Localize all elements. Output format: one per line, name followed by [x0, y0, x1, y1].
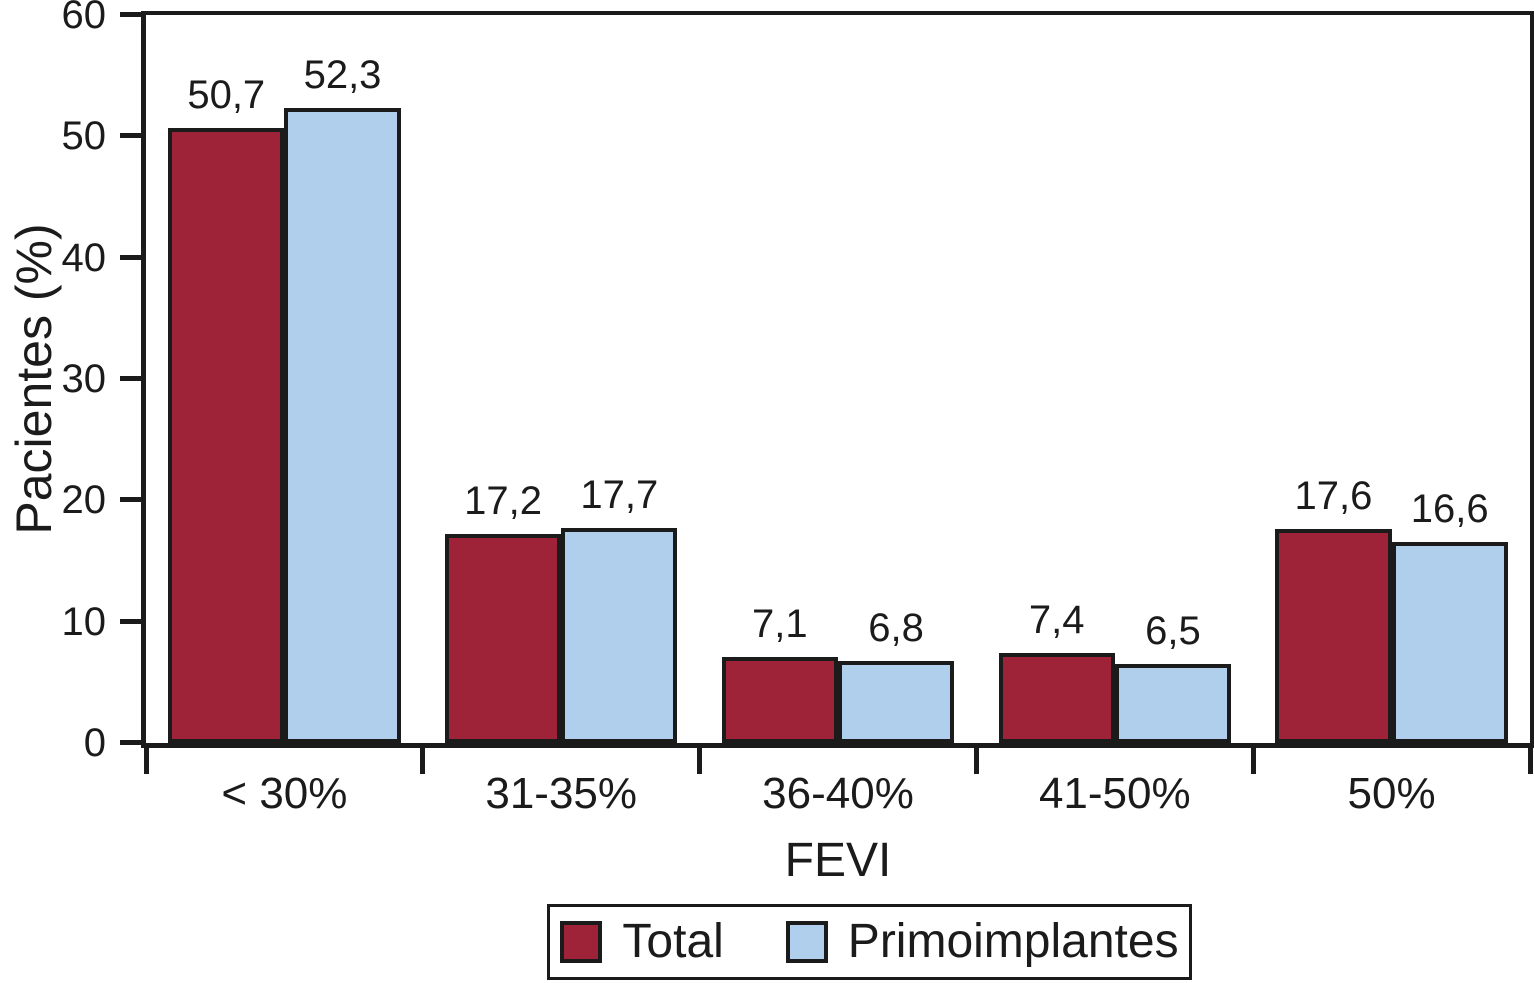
bar-value-label: 17,7	[580, 473, 659, 518]
category-slot: 7,4 6,5 41-50%	[976, 15, 1253, 818]
bar-total-5	[1275, 529, 1392, 743]
x-boundary-tick	[973, 748, 979, 774]
y-tick-label: 20	[61, 478, 107, 523]
bar-primoimplantes-5	[1391, 541, 1508, 743]
y-axis-line	[141, 11, 146, 748]
category-slot: 17,2 17,7 31-35%	[423, 15, 700, 818]
y-tick-label: 50	[61, 114, 107, 159]
x-boundary-tick	[143, 748, 149, 774]
legend-swatch-total	[560, 921, 603, 963]
category-slot: 7,1 6,8 36-40%	[700, 15, 977, 818]
plot-area: 0 10 20 30 40 50 60 50,7 52,3 < 30% 17,2 17,7 31-35%…	[62, 0, 1534, 818]
legend-item-primoimplantes: Primoimplantes	[785, 915, 1179, 968]
x-axis-title: FEVI	[784, 834, 892, 887]
bar-primoimplantes-2	[561, 528, 678, 743]
bar-primoimplantes-4	[1114, 664, 1232, 743]
category-slot: 17,6 16,6 50%	[1253, 15, 1530, 818]
y-tick	[120, 376, 141, 381]
bar-value-label: 7,1	[752, 601, 808, 646]
x-category-label: 41-50%	[1038, 769, 1191, 818]
x-axis-line	[141, 743, 1534, 748]
y-tick-label: 0	[83, 721, 106, 765]
legend: Total Primoimplantes	[547, 904, 1192, 980]
x-boundary-tick	[1527, 748, 1533, 774]
bar-value-label: 16,6	[1410, 486, 1489, 531]
bar-value-label: 52,3	[303, 53, 382, 98]
plot-top-border	[141, 11, 1534, 15]
bar-value-label: 7,4	[1028, 598, 1085, 643]
y-tick	[120, 133, 141, 139]
category-slot: 50,7 52,3 < 30%	[146, 15, 423, 818]
y-tick-label: 40	[61, 235, 107, 280]
legend-swatch-primoimplantes	[785, 921, 828, 963]
x-category-label: 36-40%	[762, 769, 914, 818]
legend-item-total: Total	[560, 915, 724, 968]
bar-total-2	[444, 534, 562, 743]
x-category-label: < 30%	[221, 769, 348, 818]
y-tick	[120, 740, 141, 745]
y-tick	[120, 618, 141, 624]
bar-total-1	[168, 127, 285, 743]
plot-right-border	[1530, 11, 1534, 748]
y-tick-label: 60	[61, 0, 107, 37]
y-tick-label: 30	[61, 357, 107, 401]
x-category-label: 50%	[1347, 769, 1436, 818]
bar-value-label: 6,8	[868, 605, 924, 650]
legend-label-primoimplantes: Primoimplantes	[847, 915, 1179, 968]
bar-total-4	[998, 653, 1115, 743]
y-tick-label: 10	[61, 599, 107, 644]
bar-primoimplantes-1	[284, 108, 401, 743]
bar-value-label: 17,2	[464, 479, 542, 524]
x-boundary-tick	[697, 748, 703, 774]
x-boundary-tick	[420, 748, 426, 774]
y-tick	[120, 12, 141, 17]
bar-value-label: 17,6	[1294, 474, 1373, 519]
y-tick	[120, 254, 141, 260]
bar-total-3	[721, 656, 838, 743]
bar-value-label: 6,5	[1145, 609, 1201, 654]
legend-label-total: Total	[622, 915, 724, 968]
y-tick	[120, 497, 141, 503]
x-boundary-tick	[1250, 748, 1256, 774]
x-category-label: 31-35%	[485, 769, 638, 818]
bar-primoimplantes-3	[837, 660, 955, 743]
bar-value-label: 50,7	[187, 72, 266, 117]
